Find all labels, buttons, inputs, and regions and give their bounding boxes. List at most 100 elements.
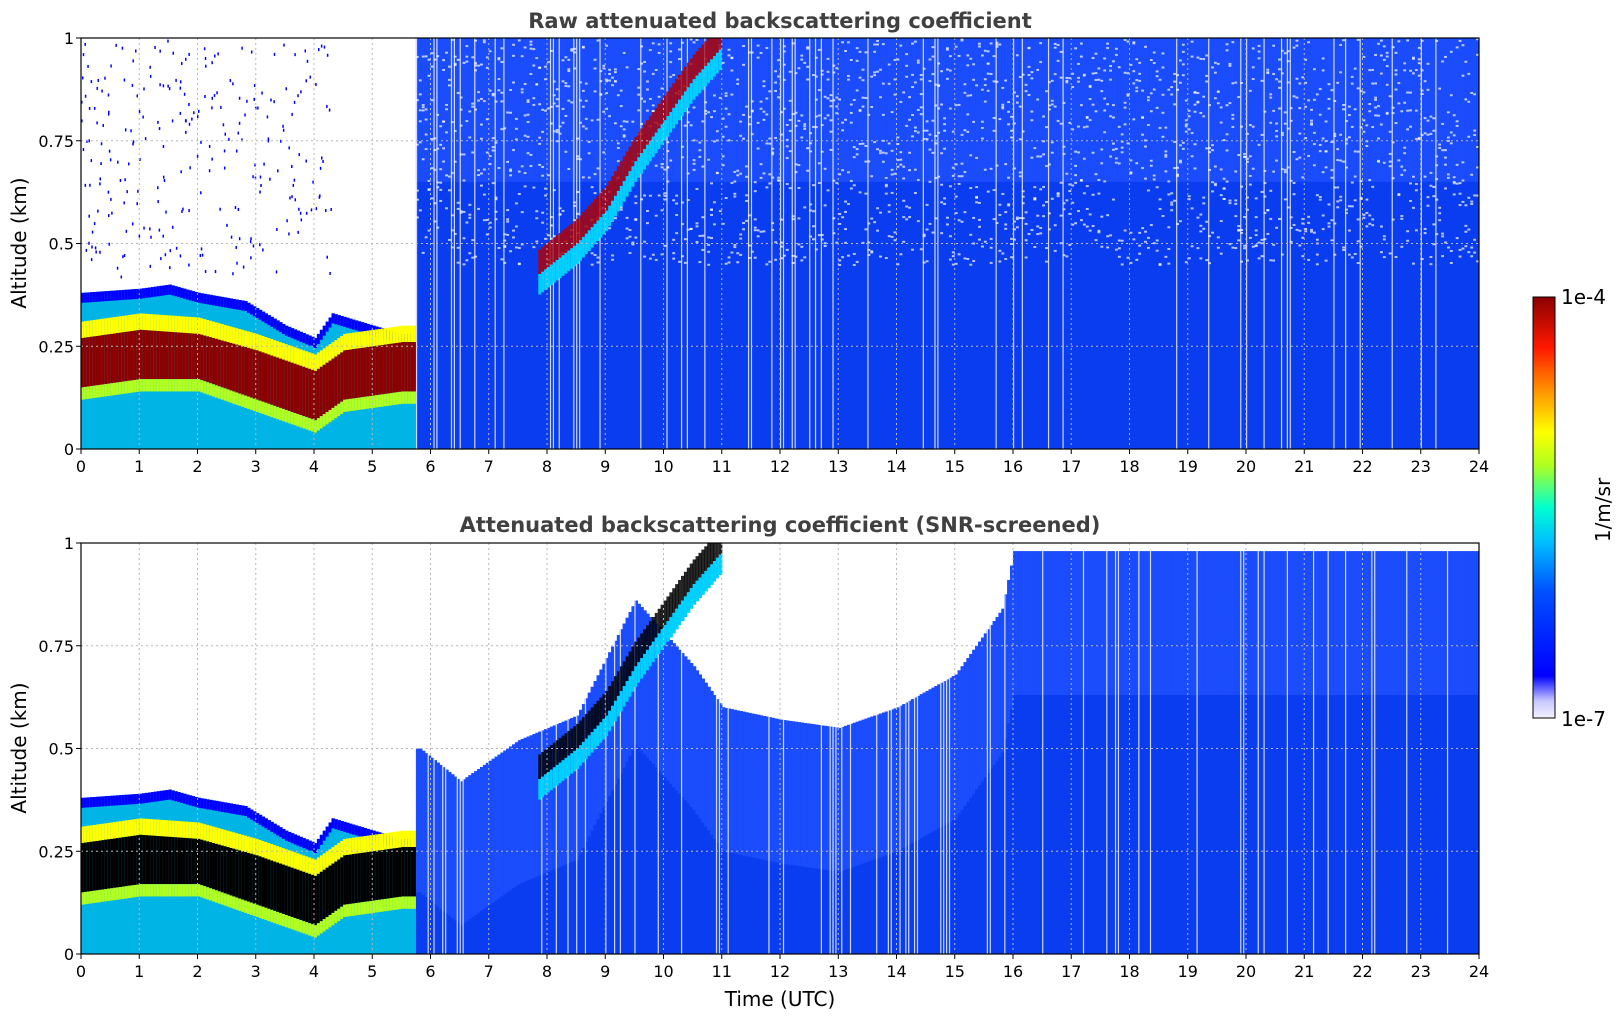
heatmap-cell [156, 314, 161, 332]
noise-speck [698, 149, 702, 152]
heatmap-cell [1164, 38, 1168, 182]
noise-speck [1266, 72, 1270, 75]
heatmap-cell [217, 296, 222, 307]
heatmap-cell [503, 750, 507, 895]
heatmap-cell [718, 49, 723, 71]
heatmap-cell [887, 38, 892, 449]
heatmap-cell [715, 38, 720, 53]
heatmap-cell [552, 767, 557, 788]
heatmap-cell [713, 38, 717, 57]
heatmap-cell [570, 728, 574, 754]
heatmap-cell [541, 730, 545, 875]
noise-speck [1001, 103, 1005, 106]
heatmap-cell [544, 38, 548, 449]
heatmap-cell [165, 836, 169, 885]
heatmap-cell [1467, 38, 1471, 182]
noise-speck [1042, 215, 1046, 218]
noise-speck [1042, 115, 1046, 118]
noise-speck [430, 197, 435, 200]
heatmap-cell [136, 835, 140, 885]
noise-speck [1170, 192, 1174, 195]
heatmap-cell [491, 38, 496, 449]
noise-speck [995, 222, 1000, 225]
noise-speck [1353, 199, 1358, 202]
noise-speck [890, 168, 895, 171]
noise-speck [899, 253, 903, 256]
heatmap-cell [689, 83, 694, 104]
noise-speck [1179, 144, 1183, 147]
heatmap-cell [194, 291, 199, 302]
heatmap-cell [133, 819, 137, 836]
heatmap-cell [564, 733, 568, 758]
heatmap-cell [325, 851, 330, 868]
noise-speck [913, 130, 918, 133]
noise-speck [520, 211, 525, 214]
noise-speck [1283, 171, 1288, 174]
heatmap-cell [657, 626, 662, 771]
heatmap-cell [497, 754, 501, 899]
noise-speck [861, 79, 866, 82]
heatmap-cell [214, 295, 219, 306]
noise-speck [902, 165, 906, 168]
heatmap-cell [89, 797, 94, 808]
heatmap-cell [150, 792, 155, 803]
noise-speck [581, 125, 586, 128]
noise-speck [864, 192, 868, 195]
noise-speck [482, 168, 487, 171]
noise-speck [1193, 110, 1198, 113]
heatmap-cell [308, 418, 312, 431]
heatmap-cell [1155, 38, 1160, 182]
noise-speck [97, 209, 99, 213]
noise-speck [108, 110, 110, 114]
noise-speck [1275, 78, 1279, 81]
heatmap-cell [162, 379, 167, 392]
noise-speck [1018, 171, 1023, 174]
noise-speck [1455, 237, 1460, 240]
noise-speck [1161, 111, 1166, 114]
noise-speck [1039, 188, 1043, 191]
noise-speck [1283, 198, 1288, 201]
heatmap-cell [375, 329, 379, 346]
heatmap-cell [986, 38, 991, 182]
heatmap-cell [308, 840, 312, 851]
heatmap-cell [95, 796, 100, 807]
noise-speck [1024, 239, 1029, 242]
noise-speck [1406, 128, 1410, 131]
heatmap-cell [378, 833, 382, 851]
heatmap-cell [386, 327, 391, 345]
heatmap-cell [529, 38, 534, 182]
heatmap-cell [328, 822, 333, 833]
heatmap-cell [305, 872, 309, 923]
noise-speck [529, 43, 534, 46]
noise-speck [1071, 201, 1075, 204]
noise-speck [1426, 196, 1431, 199]
heatmap-cell [197, 797, 202, 808]
heatmap-cell [133, 835, 137, 885]
heatmap-cell [223, 341, 228, 389]
heatmap-cell [127, 380, 132, 394]
heatmap-cell [299, 854, 303, 871]
noise-speck [619, 208, 624, 211]
noise-speck [541, 165, 545, 168]
noise-speck [1446, 173, 1451, 176]
heatmap-cell [666, 116, 670, 137]
x-tick-label: 17 [1061, 457, 1081, 476]
noise-speck [1120, 133, 1125, 136]
heatmap-cell [407, 342, 411, 392]
heatmap-cell [1412, 38, 1416, 449]
heatmap-cell [81, 826, 85, 844]
noise-speck [1339, 199, 1343, 202]
noise-speck [136, 94, 139, 98]
heatmap-cell [485, 38, 490, 182]
noise-speck [1077, 62, 1081, 65]
noise-speck [1400, 173, 1404, 176]
noise-speck [992, 80, 997, 83]
noise-speck [794, 255, 799, 258]
heatmap-cell [593, 38, 598, 182]
noise-speck [1085, 185, 1090, 188]
heatmap-cell [110, 383, 114, 396]
heatmap-cell [692, 38, 697, 449]
noise-speck [1304, 81, 1308, 84]
heatmap-cell [695, 670, 700, 815]
heatmap-cell [165, 820, 169, 837]
